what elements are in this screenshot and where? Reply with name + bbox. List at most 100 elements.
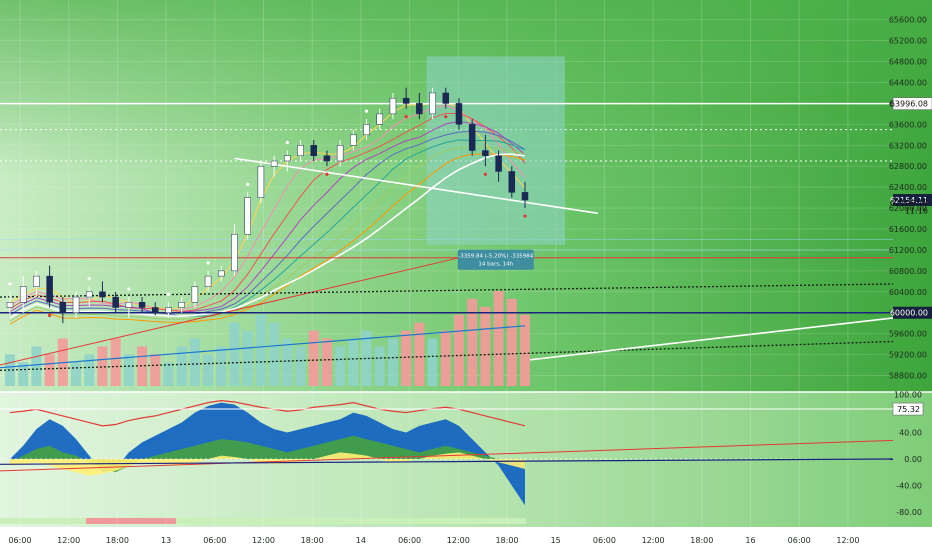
candle-body [284,155,291,162]
osc-y-tick-label: 40.00 [899,428,922,437]
ma-line [9,146,526,322]
red-trendline [0,254,471,366]
candle-body [125,302,133,308]
price-label-text: 63996.08 [890,100,928,109]
signal-marker [87,276,91,281]
candle-body [138,302,146,308]
volume-bar [480,306,491,386]
signal-marker [48,313,52,318]
candle-body [310,145,317,157]
y-tick-label: 59200.00 [889,351,927,360]
main-layer [0,56,894,386]
price-label-box [893,306,932,319]
y-tick-label: 62800.00 [889,162,927,171]
price-label-text: 62154.11 [890,196,928,205]
volume-bar [242,330,253,386]
osc-value-text: 75.32 [897,405,920,414]
volume-bar [361,330,372,386]
time-axis-background [0,527,932,550]
signal-marker [325,172,329,176]
blue-trendline [0,325,526,369]
x-tick-label: 12:00 [836,536,859,545]
white-trendline [234,157,599,215]
volume-bar [335,346,346,386]
y-tick-label: 60400.00 [889,288,927,297]
osc-y-tick-label: 0.00 [904,455,922,464]
osc-y-tick-label: -80.00 [896,508,922,517]
y-tick-label: 61600.00 [889,225,927,234]
candle-body [152,307,159,313]
candle-body [33,275,40,287]
volume-bar [163,362,174,386]
signal-marker [8,282,12,286]
candle-body [363,124,370,136]
signal-marker [364,109,369,113]
x-tick-label: 15 [551,536,561,545]
volume-bar [506,298,517,386]
y-tick-label: 60800.00 [889,267,927,276]
volume-bar [493,291,504,386]
candle-body [336,145,344,162]
osc-blue-trend [0,458,894,465]
signal-marker [444,115,448,119]
volume-bar [427,338,438,386]
ma-line [9,153,526,325]
osc-layer [0,400,894,506]
candle-body [416,103,423,115]
x-tick-label: 06:00 [8,536,31,545]
ma-line [9,112,526,313]
candle-body [204,275,212,287]
candle-body [442,92,450,104]
candle-body [257,165,265,198]
dotted-trendline-2 [0,340,894,371]
label-layer: -3359.84 (-5.20%) -335984 14 bars, 14h 639… [457,97,932,416]
candle-body [376,113,383,125]
candle-body [508,171,516,193]
x-tick-label: 18:00 [301,536,324,545]
y-tick-label: 62400.00 [889,183,927,192]
price-label-box [892,97,932,110]
x-tick-label: 18:00 [495,536,518,545]
volume-bar [137,346,148,386]
volume-bar [308,330,319,386]
candle-body [46,275,53,303]
signal-marker [404,115,408,119]
measure-box [426,56,565,245]
candle-body [350,134,357,146]
signal-marker [285,140,289,145]
axis-layer: 06:00 12:00 18:00 13 06:00 12:00 18:00 14 06:00 1… [8,16,927,545]
volume-bar [295,346,306,386]
x-tick-label: 06:00 [398,536,421,545]
volume-bar [387,338,398,386]
osc-value-box [892,402,924,416]
candle-body [468,124,476,151]
signal-marker [127,287,131,291]
x-tick-label: 14 [356,536,366,545]
candle-body [19,286,27,303]
ma-line [9,121,526,314]
x-tick-label: 13 [161,536,171,545]
candle-body [72,296,80,313]
price-label-text: 60000.00 [890,309,928,318]
x-tick-label: 12:00 [57,536,80,545]
x-tick-label: 12:00 [447,536,470,545]
candle-body [85,291,93,298]
price-label-box [893,194,932,207]
volume-bar [216,346,227,386]
y-tick-label: 58800.00 [889,372,927,381]
volume-bar [520,314,530,386]
candle-body [389,97,397,115]
volume-bar [123,354,134,386]
candle-body [455,103,463,125]
signal-marker [483,172,487,176]
candle-body [402,97,410,104]
volume-bar [255,314,266,386]
candle-body [6,302,14,308]
candle-body [99,291,106,298]
candle-body [270,160,278,167]
x-tick-label: 06:00 [203,536,226,545]
candle-body [59,302,67,313]
volume-bar [176,346,187,386]
